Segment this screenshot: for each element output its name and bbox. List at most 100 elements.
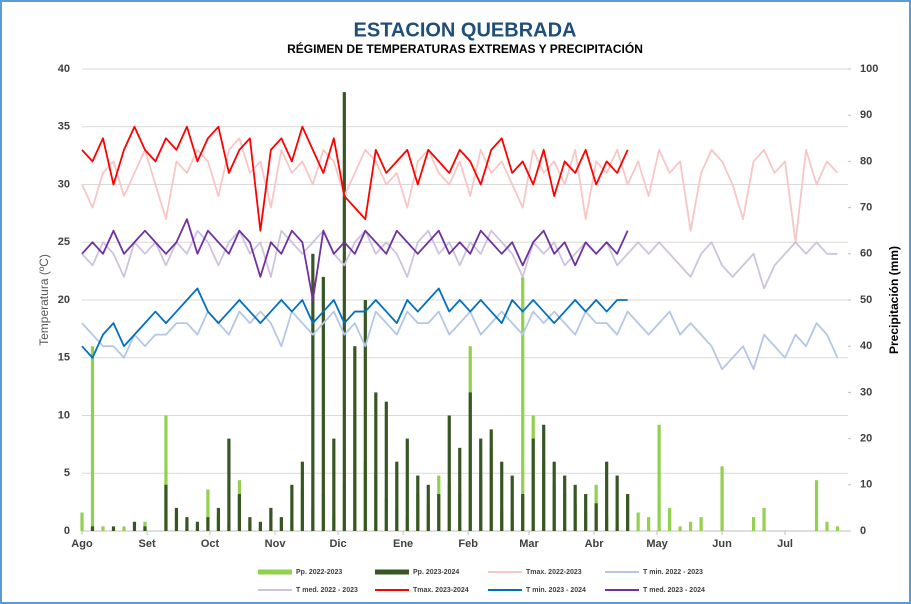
precip-bar (237, 494, 241, 531)
y2-tick-label: 20 (860, 433, 872, 445)
y-tick-label: 15 (58, 352, 70, 364)
y2-tick-label: 30 (860, 386, 872, 398)
y-tick-label: 0 (64, 525, 70, 537)
precip-bar (321, 276, 325, 531)
y-tick-label: 35 (58, 121, 70, 133)
temperature-line (81, 218, 629, 301)
x-tick-label: Jun (712, 538, 732, 550)
legend-swatch (258, 569, 292, 575)
precip-bar (90, 526, 95, 531)
precip-bar (195, 521, 200, 531)
precip-bar (80, 512, 84, 531)
precip-bar (814, 480, 819, 531)
legend-label: Tmax. 2023-2024 (413, 587, 469, 594)
precip-bar (636, 512, 640, 531)
precip-bar (332, 438, 336, 531)
precip-bar (447, 415, 451, 531)
precip-bar (353, 346, 357, 531)
y-tick-label: 10 (58, 409, 70, 421)
y2-tick-label: 10 (860, 479, 872, 491)
y-tick-label: 20 (58, 294, 70, 306)
precip-bar (258, 521, 262, 531)
x-tick-label: Jul (777, 538, 793, 550)
precip-bar (174, 507, 179, 531)
precip-bar (437, 494, 441, 531)
precip-bar (584, 494, 588, 531)
precip-bar (479, 438, 483, 531)
precip-bar (164, 484, 168, 531)
x-tick-label: Ago (71, 538, 93, 550)
precip-bar (594, 503, 598, 531)
precip-bar (311, 253, 315, 532)
legend-label: T min. 2023 - 2024 (526, 587, 586, 594)
precip-bar (363, 300, 367, 531)
x-tick-label: May (646, 538, 668, 550)
precip-bar (395, 461, 399, 531)
precip-bar (290, 484, 294, 531)
precip-bar (521, 494, 525, 531)
precip-bar (835, 526, 840, 531)
precip-bar (500, 461, 504, 531)
precip-bar (426, 484, 430, 531)
x-tick-label: Oct (201, 538, 220, 550)
precip-bar (626, 494, 630, 531)
precip-bar (111, 526, 116, 531)
temperature-line (81, 287, 628, 359)
y-tick-label: 5 (64, 467, 70, 479)
precip-bar (132, 521, 137, 531)
y2-tick-label: 80 (860, 155, 872, 167)
precip-bar (825, 521, 829, 531)
temperature-line (81, 229, 838, 290)
precip-bar (90, 346, 95, 531)
precip-bar (374, 392, 378, 531)
precip-bar (531, 438, 535, 531)
y2-tick-label: 90 (860, 109, 872, 121)
precip-bar (279, 517, 283, 531)
precip-bar (720, 466, 724, 531)
precip-bar (185, 517, 189, 531)
precip-bar (605, 461, 609, 531)
y2-tick-label: 0 (860, 525, 866, 537)
chart-subtitle: RÉGIMEN DE TEMPERATURAS EXTREMAS Y PRECI… (287, 41, 643, 56)
y2-tick-label: 100 (860, 63, 878, 75)
y2-tick-label: 60 (860, 248, 872, 260)
precip-bar (164, 415, 168, 531)
precip-bar (668, 507, 672, 531)
legend-label: T med. 2022 - 2023 (296, 587, 358, 594)
precip-bar (699, 517, 703, 531)
x-tick-label: Nov (265, 538, 287, 550)
precip-bar (647, 517, 651, 531)
legend-label: Tmax. 2022-2023 (526, 569, 582, 576)
precip-bar (510, 475, 514, 531)
x-tick-label: Feb (458, 538, 478, 550)
y2-axis-label: Precipitación (mm) (887, 246, 901, 354)
y-tick-label: 25 (58, 236, 70, 248)
y2-tick-label: 50 (860, 294, 872, 306)
precip-bar (678, 526, 682, 531)
y2-tick-label: 70 (860, 202, 872, 214)
precip-bar (751, 517, 756, 531)
precip-bar (206, 489, 210, 531)
y-tick-label: 40 (58, 63, 70, 75)
x-tick-label: Ene (393, 538, 413, 550)
precip-bar (248, 517, 252, 531)
legend-label: Pp. 2022-2023 (296, 569, 342, 576)
precip-bar (216, 507, 221, 531)
x-tick-label: Abr (585, 538, 605, 550)
x-tick-label: Dic (329, 538, 346, 550)
precip-bar (762, 507, 766, 531)
legend-label: T min. 2022 - 2023 (643, 569, 703, 576)
precip-bar (206, 517, 210, 531)
precip-bar (342, 92, 346, 531)
precip-bar (143, 526, 147, 531)
precip-bar (269, 507, 273, 531)
precip-bar (300, 461, 304, 531)
x-tick-label: Mar (519, 538, 539, 550)
precip-bar (458, 447, 462, 531)
precip-bar (227, 438, 231, 531)
legend-label: Pp. 2023-2024 (413, 569, 459, 576)
chart-title: ESTACION QUEBRADA (354, 19, 577, 41)
precip-bar (689, 521, 693, 531)
